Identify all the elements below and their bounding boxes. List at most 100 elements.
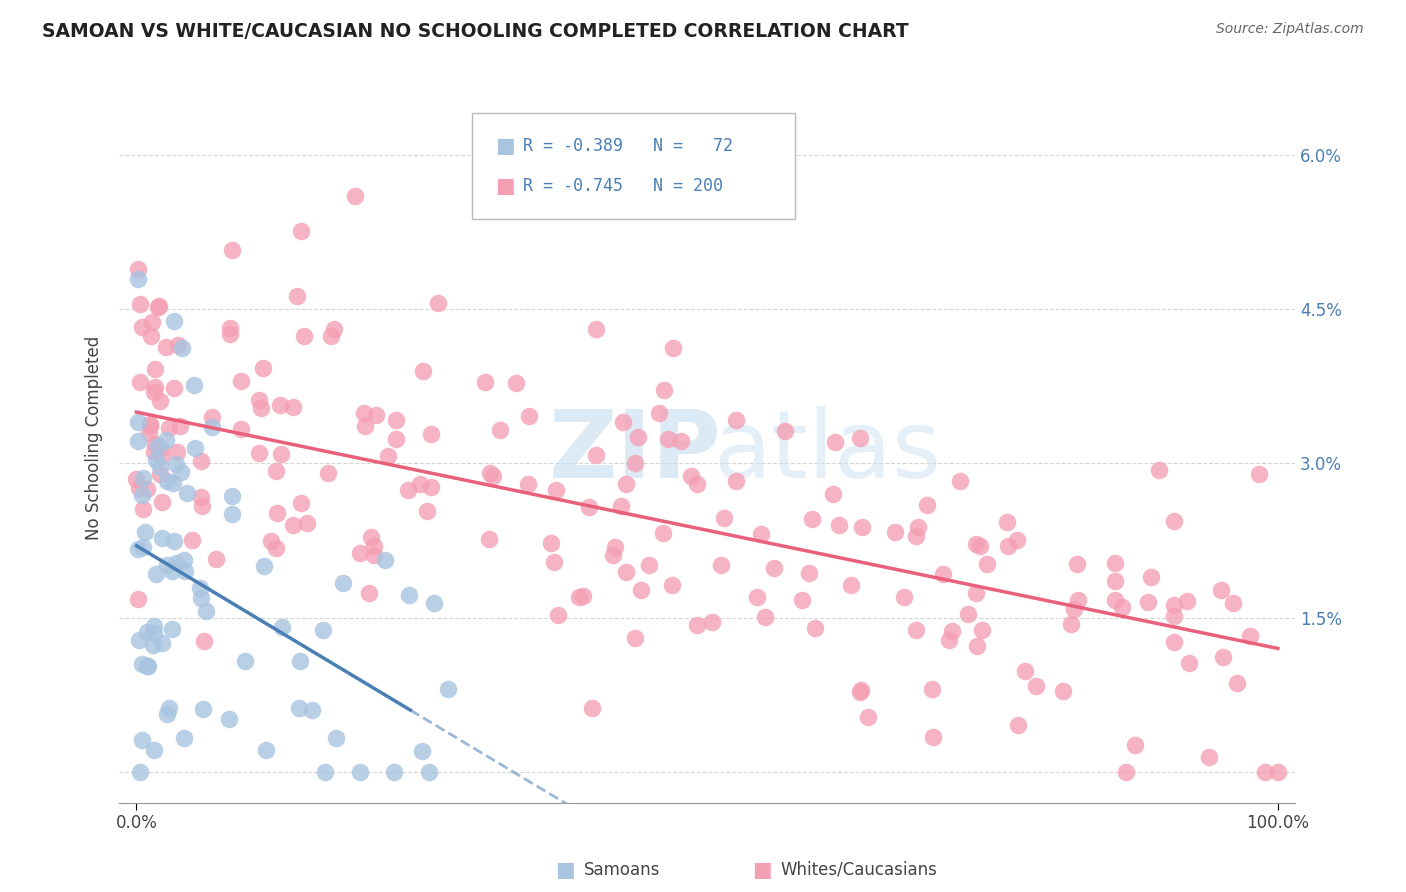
Point (921, 682, 943, 697)
Point (516, 477, 538, 491)
Point (146, 300, 169, 314)
Point (412, 364, 434, 378)
Point (155, 340, 177, 354)
Point (359, 586, 381, 600)
Point (149, 442, 172, 456)
Point (188, 581, 211, 595)
Point (165, 457, 187, 471)
Point (201, 409, 224, 424)
Point (505, 376, 527, 391)
Point (763, 560, 786, 574)
Point (142, 618, 165, 632)
Point (1123, 738, 1146, 752)
Point (127, 261, 149, 276)
Point (325, 731, 347, 745)
Point (423, 596, 446, 610)
Point (148, 299, 170, 313)
Point (851, 682, 873, 697)
Point (849, 685, 872, 699)
Point (287, 701, 309, 715)
Point (661, 578, 683, 592)
Point (221, 490, 243, 504)
Text: R = -0.745   N = 200: R = -0.745 N = 200 (523, 178, 723, 195)
Text: Whites/Caucasians: Whites/Caucasians (780, 861, 938, 879)
Point (143, 362, 166, 376)
Point (1111, 600, 1133, 615)
Point (1198, 750, 1220, 764)
Text: R = -0.389   N =   72: R = -0.389 N = 72 (523, 137, 733, 155)
Point (1060, 616, 1083, 631)
Point (827, 517, 849, 532)
Point (965, 585, 987, 599)
Point (627, 430, 650, 444)
Point (1212, 650, 1234, 665)
Point (797, 566, 820, 581)
Point (221, 243, 243, 257)
Point (905, 529, 928, 543)
Point (775, 424, 797, 438)
Text: ZIP: ZIP (548, 407, 721, 499)
Point (363, 548, 385, 562)
Point (907, 520, 929, 534)
Point (172, 341, 194, 355)
Point (578, 500, 600, 514)
Point (349, 764, 371, 779)
Point (193, 702, 215, 716)
Point (190, 499, 212, 513)
Point (363, 539, 385, 553)
Point (129, 297, 152, 311)
FancyBboxPatch shape (472, 113, 796, 219)
Point (127, 591, 149, 606)
Point (581, 700, 603, 714)
Point (540, 168, 562, 182)
Point (149, 450, 172, 464)
Point (1136, 595, 1159, 609)
Point (540, 535, 562, 549)
Point (1104, 574, 1126, 589)
Point (127, 415, 149, 429)
Point (884, 525, 907, 540)
Point (218, 326, 240, 341)
Point (128, 764, 150, 779)
Point (146, 439, 169, 453)
Text: SAMOAN VS WHITE/CAUCASIAN NO SCHOOLING COMPLETED CORRELATION CHART: SAMOAN VS WHITE/CAUCASIAN NO SCHOOLING C… (42, 22, 908, 41)
Point (150, 531, 173, 545)
Point (1115, 764, 1137, 779)
Point (231, 375, 253, 389)
Point (221, 507, 243, 521)
Point (630, 583, 652, 598)
Point (713, 510, 735, 524)
Point (322, 321, 344, 335)
Point (710, 558, 733, 573)
Point (1211, 583, 1233, 598)
Point (724, 413, 747, 427)
Point (136, 658, 159, 673)
Point (436, 681, 458, 696)
Point (233, 654, 256, 668)
Point (218, 712, 240, 726)
Point (824, 435, 846, 450)
Point (420, 427, 443, 442)
Point (143, 380, 166, 394)
Point (174, 564, 197, 578)
Point (142, 638, 165, 652)
Point (966, 640, 988, 654)
Point (125, 472, 148, 486)
Point (396, 483, 419, 497)
Point (603, 540, 626, 554)
Point (1014, 664, 1036, 678)
Point (972, 623, 994, 637)
Point (162, 475, 184, 490)
Point (1025, 679, 1047, 693)
Point (143, 626, 166, 640)
Point (638, 558, 661, 572)
Point (128, 481, 150, 495)
Point (142, 444, 165, 458)
Point (149, 459, 172, 474)
Text: ■: ■ (495, 136, 515, 156)
Point (585, 448, 607, 462)
Point (155, 433, 177, 447)
Text: Samoans: Samoans (583, 861, 659, 879)
Point (180, 533, 202, 547)
Point (260, 534, 283, 549)
